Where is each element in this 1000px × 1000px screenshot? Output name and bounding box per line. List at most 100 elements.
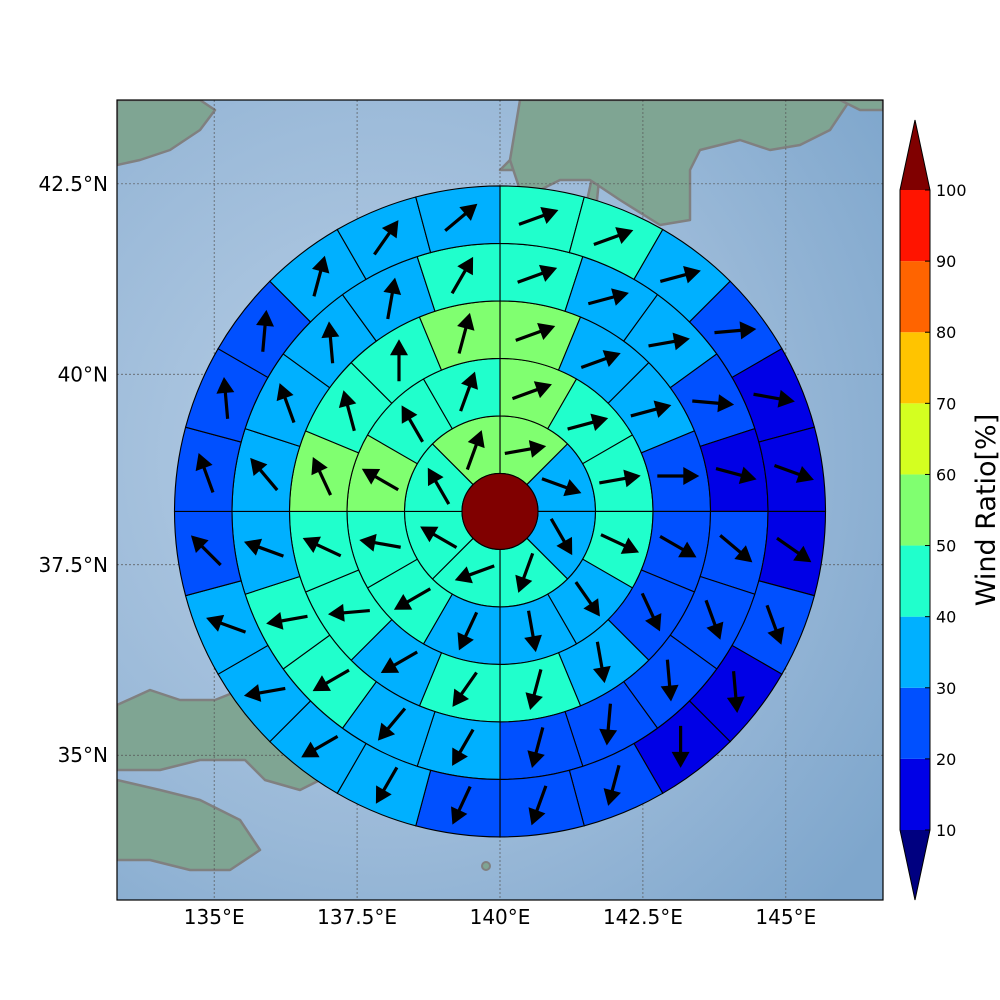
wind-arrow xyxy=(541,477,582,497)
wind-arrow xyxy=(593,227,634,246)
polar-wind-grid xyxy=(173,185,827,838)
wind-arrow xyxy=(266,612,308,630)
wind-arrow xyxy=(465,430,485,471)
colorbar-title: Wind Ratio[%] xyxy=(971,414,1000,606)
wind-arrow xyxy=(574,581,600,617)
wind-arrow xyxy=(504,440,547,458)
center-disk xyxy=(461,472,539,550)
wind-arrow xyxy=(600,533,640,554)
wind-arrow xyxy=(753,389,795,408)
land-layer xyxy=(117,100,883,872)
colorbar-tick-label: 50 xyxy=(936,537,956,556)
wind-arrow xyxy=(427,467,451,505)
wind-arrow xyxy=(373,220,399,256)
wind-arrow xyxy=(587,288,629,306)
y-tick-label: 40°N xyxy=(58,362,108,386)
colorbar-tick-label: 90 xyxy=(936,252,956,271)
wind-arrow xyxy=(452,671,478,707)
map-frame xyxy=(116,99,884,901)
wind-arrow xyxy=(359,533,401,552)
wind-arrow xyxy=(312,255,330,297)
wind-arrow xyxy=(517,264,558,284)
colorbar-band xyxy=(900,190,930,262)
y-axis-ticks: 42.5°N 40°N 37.5°N 35°N xyxy=(39,172,109,767)
wind-arrow xyxy=(457,312,475,354)
wind-arrow xyxy=(518,207,559,226)
colorbar-under-extension xyxy=(900,830,930,900)
y-tick-label: 42.5°N xyxy=(39,172,109,196)
wind-arrow xyxy=(599,469,641,488)
wind-arrow xyxy=(660,659,679,702)
colorbar-band xyxy=(900,332,930,404)
wind-arrow xyxy=(715,466,757,484)
colorbar-tick-label: 80 xyxy=(936,323,956,342)
wind-arrow xyxy=(311,456,333,496)
land-korea-nw xyxy=(117,100,217,167)
colorbar-tick-label: 70 xyxy=(936,394,956,413)
wind-arrow xyxy=(726,671,745,714)
wind-arrow xyxy=(243,684,286,702)
colorbar-tick-label: 60 xyxy=(936,465,956,484)
wind-arrow xyxy=(216,376,235,419)
x-tick-label: 135°E xyxy=(184,905,245,929)
wind-arrow xyxy=(256,309,275,352)
colorbar-band xyxy=(900,261,930,333)
wind-arrow xyxy=(452,728,475,766)
colorbar-band xyxy=(900,687,930,759)
wind-arrow xyxy=(380,650,418,673)
wind-arrow xyxy=(692,394,735,413)
colorbar-band xyxy=(900,403,930,475)
wind-arrow xyxy=(528,785,548,826)
y-tick-label: 35°N xyxy=(58,743,108,767)
land-sakhalin-ne xyxy=(838,100,883,112)
wind-arrow xyxy=(375,766,399,804)
wind-arrow xyxy=(648,332,690,351)
colorbar-band xyxy=(900,474,930,546)
wind-arrow xyxy=(671,725,690,768)
wind-arrow xyxy=(401,405,424,443)
wind-arrow xyxy=(773,464,814,483)
wind-arrow xyxy=(338,390,357,432)
wind-arrow xyxy=(580,350,621,369)
map-panel: 135°E 137.5°E 140°E 142.5°E 145°E 42.5°N 40°N… xyxy=(39,99,884,929)
wind-arrow xyxy=(250,457,279,492)
wind-arrow xyxy=(361,468,399,492)
wind-arrow xyxy=(630,400,672,418)
wind-arrow xyxy=(525,669,543,710)
wind-arrow xyxy=(459,371,478,412)
wind-arrow xyxy=(457,611,479,651)
wind-arrow xyxy=(511,381,552,401)
colorbar-band xyxy=(900,545,930,617)
colorbar-tick-label: 10 xyxy=(936,821,956,840)
colorbar-tick-label: 30 xyxy=(936,679,956,698)
x-tick-label: 142.5°E xyxy=(603,905,683,929)
colorbar-over-extension xyxy=(900,120,930,190)
wind-arrow xyxy=(659,266,701,284)
colorbar-band xyxy=(900,758,930,830)
wind-arrow xyxy=(312,668,350,692)
wind-arrow xyxy=(451,785,472,825)
wind-arrow xyxy=(444,203,478,232)
wind-arrow xyxy=(714,321,757,340)
wind-arrow xyxy=(765,604,785,645)
x-axis-ticks: 135°E 137.5°E 140°E 142.5°E 145°E xyxy=(184,905,816,929)
wind-arrow xyxy=(302,536,342,558)
colorbar-tick-label: 20 xyxy=(936,750,956,769)
wind-arrow xyxy=(377,707,407,741)
wind-arrow xyxy=(527,727,545,768)
land-kyushu-shikoku xyxy=(117,778,262,872)
wind-arrow xyxy=(321,321,340,364)
colorbar-tick-label: 100 xyxy=(936,181,967,200)
wind-arrow xyxy=(454,564,495,584)
polar-sector-ring5 xyxy=(499,769,585,838)
wind-arrow xyxy=(567,413,609,431)
x-tick-label: 140°E xyxy=(470,905,531,929)
wind-arrow xyxy=(327,603,370,622)
x-tick-label: 137.5°E xyxy=(317,905,397,929)
wind-arrow xyxy=(206,614,247,634)
wind-arrow xyxy=(195,452,215,493)
wind-arrow xyxy=(704,599,724,640)
wind-arrow xyxy=(776,536,812,563)
polar-sector-ring5 xyxy=(758,426,827,512)
